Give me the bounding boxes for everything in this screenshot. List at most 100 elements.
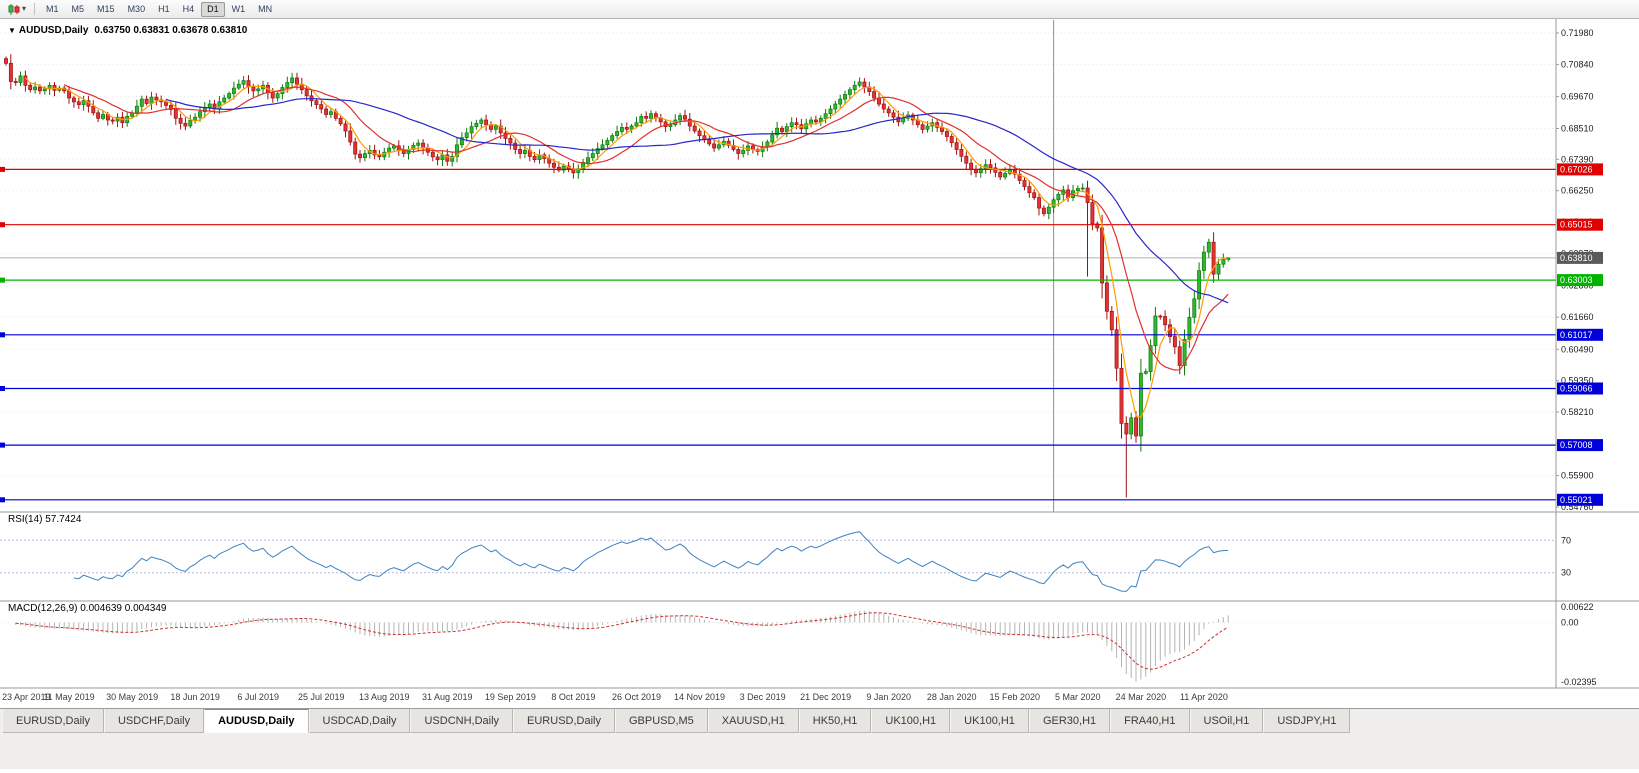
svg-text:13 Aug 2019: 13 Aug 2019 [359,692,410,702]
macd-signal-line [15,612,1229,670]
tab-usoil-h1[interactable]: USOil,H1 [1189,709,1264,733]
svg-text:0.69670: 0.69670 [1561,92,1594,102]
svg-text:30: 30 [1561,568,1571,578]
svg-text:11 Apr 2020: 11 Apr 2020 [1180,692,1228,702]
svg-text:0.55900: 0.55900 [1561,471,1594,481]
svg-text:15 Feb 2020: 15 Feb 2020 [990,692,1041,702]
price-gridlines [0,32,1556,508]
price-line-badge [1557,328,1603,341]
period-button-m15[interactable]: M15 [97,3,115,14]
svg-text:8 Oct 2019: 8 Oct 2019 [551,692,595,702]
svg-text:21 Dec 2019: 21 Dec 2019 [800,692,851,702]
svg-text:0.59350: 0.59350 [1561,376,1594,386]
svg-text:0.55021: 0.55021 [1560,495,1593,505]
toolbar: ▾ M1 M5 M15 M30 H1 H4 D1 W1 MN [0,0,1639,19]
tab-usdchf-daily[interactable]: USDCHF,Daily [103,709,205,733]
svg-text:0.61017: 0.61017 [1560,330,1593,340]
ma-line-5 [24,77,1229,418]
svg-text:0.67390: 0.67390 [1561,154,1594,164]
price-line-badge [1557,493,1603,506]
line-anchor-marker[interactable] [0,497,5,503]
rsi-panel: 70 30 [0,531,1571,592]
line-anchor-marker[interactable] [0,332,5,338]
svg-text:-0.02395: -0.02395 [1561,677,1597,687]
svg-text:0.67026: 0.67026 [1560,164,1593,174]
rsi-line [73,531,1229,592]
tab-ger30-h1[interactable]: GER30,H1 [1028,709,1111,733]
svg-text:0.54760: 0.54760 [1561,502,1594,512]
tab-usdjpy-h1[interactable]: USDJPY,H1 [1263,709,1351,733]
svg-text:0.68510: 0.68510 [1561,124,1594,134]
line-anchor-marker[interactable] [0,442,5,448]
price-line-badge [1557,218,1603,231]
macd-histogram [15,610,1229,682]
line-anchor-marker[interactable] [0,166,5,172]
period-button-d1[interactable]: D1 [201,1,225,17]
svg-text:24 Mar 2020: 24 Mar 2020 [1116,692,1167,702]
horizontal-lines-layer [0,166,1556,503]
svg-text:70: 70 [1561,535,1571,545]
tab-gbpusd-m5[interactable]: GBPUSD,M5 [615,709,708,733]
tab-xauusd-h1[interactable]: XAUUSD,H1 [707,709,799,733]
price-line-badge [1557,274,1603,287]
price-badges: 0.67026 0.65015 0.63003 0.61017 0.59066 0.570… [1557,163,1603,506]
svg-text:5 Mar 2020: 5 Mar 2020 [1055,692,1101,702]
svg-text:6 Jul 2019: 6 Jul 2019 [237,692,279,702]
tab-uk100-h1[interactable]: UK100,H1 [871,709,951,733]
chart-tabs: EURUSD,Daily USDCHF,Daily AUDUSD,Daily USDC… [0,709,1639,733]
svg-text:0.00622: 0.00622 [1561,602,1594,612]
chevron-down-icon[interactable]: ▾ [22,4,27,13]
svg-text:30 May 2019: 30 May 2019 [106,692,158,702]
svg-text:0.63810: 0.63810 [1560,253,1593,263]
svg-text:0.66250: 0.66250 [1561,186,1594,196]
price-line-badge [1557,439,1603,452]
price-line-badge [1557,163,1603,176]
tab-eurusd-daily[interactable]: EURUSD,Daily [513,709,615,733]
svg-text:0.71980: 0.71980 [1561,28,1594,38]
svg-text:19 Sep 2019: 19 Sep 2019 [485,692,536,702]
line-anchor-marker[interactable] [0,386,5,391]
svg-text:9 Jan 2020: 9 Jan 2020 [866,692,911,702]
tab-audusd-daily[interactable]: AUDUSD,Daily [204,709,309,733]
svg-text:28 Jan 2020: 28 Jan 2020 [927,692,977,702]
line-anchor-marker[interactable] [0,277,5,283]
tab-usdcnh-daily[interactable]: USDCNH,Daily [410,709,514,733]
svg-text:0.60490: 0.60490 [1561,344,1594,354]
candles-layer [4,54,1231,498]
svg-text:0.00: 0.00 [1561,618,1579,628]
period-button-mn[interactable]: MN [258,3,273,14]
svg-text:0.57008: 0.57008 [1560,440,1593,450]
tab-uk100-h1[interactable]: UK100,H1 [950,709,1029,733]
tab-usdcad-daily[interactable]: USDCAD,Daily [308,709,411,733]
tab-eurusd-daily[interactable]: EURUSD,Daily [2,709,104,733]
svg-text:0.65015: 0.65015 [1560,220,1593,230]
svg-text:23 Apr 2019: 23 Apr 2019 [2,692,51,702]
svg-text:25 Jul 2019: 25 Jul 2019 [298,692,345,702]
ma-line-34 [165,97,1229,304]
period-button-w1[interactable]: W1 [231,3,246,14]
svg-text:0.63003: 0.63003 [1560,275,1593,285]
period-button-m1[interactable]: M1 [46,3,59,14]
period-button-h1[interactable]: H1 [158,3,170,14]
chart-type-icon[interactable]: ▾ [4,1,29,17]
svg-text:3 Dec 2019: 3 Dec 2019 [740,692,786,702]
period-button-m30[interactable]: M30 [127,3,146,14]
period-button-h4[interactable]: H4 [182,3,195,14]
ma-line-13 [63,84,1229,371]
svg-text:14 Nov 2019: 14 Nov 2019 [674,692,725,702]
period-button-m5[interactable]: M5 [71,3,85,14]
macd-panel: 0.00622 0.00 -0.02395 [0,602,1597,687]
svg-text:0.59066: 0.59066 [1560,384,1593,394]
tab-hk50-h1[interactable]: HK50,H1 [798,709,872,733]
chart-tab-bar: EURUSD,Daily USDCHF,Daily AUDUSD,Daily USDC… [0,708,1639,769]
svg-text:0.70840: 0.70840 [1561,59,1594,69]
current-price-badge [1557,251,1603,264]
line-anchor-marker[interactable] [0,222,5,228]
timeframe-buttons: M1 M5 M15 M30 H1 H4 D1 W1 MN [40,1,278,17]
candlestick-chart-icon [8,3,20,15]
tab-fra40-h1[interactable]: FRA40,H1 [1110,709,1190,733]
